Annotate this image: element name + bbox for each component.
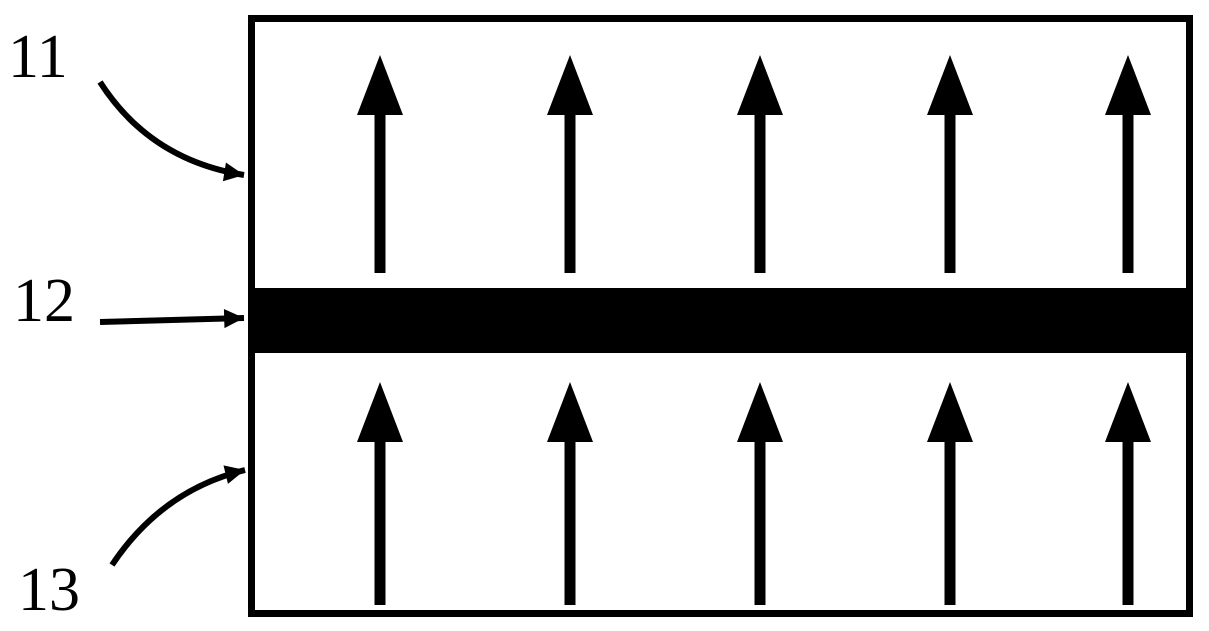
label-11: 11 (8, 22, 68, 93)
label-13: 13 (18, 555, 80, 626)
label-12: 12 (13, 266, 75, 337)
svg-layer (0, 0, 1209, 631)
